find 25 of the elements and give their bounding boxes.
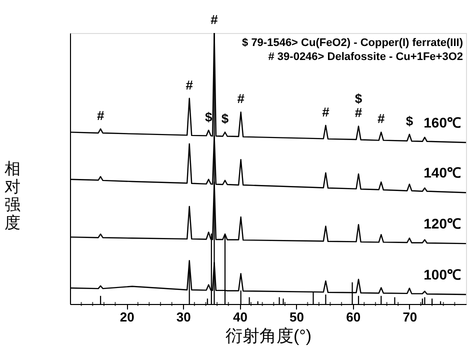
annotation: # bbox=[322, 104, 330, 120]
annotation: # bbox=[354, 105, 363, 120]
annotation: # bbox=[210, 12, 219, 27]
annotation: $ bbox=[406, 113, 414, 128]
annotation: $ bbox=[221, 111, 230, 126]
x-tick-label: 60 bbox=[346, 310, 361, 324]
x-tick-label: 70 bbox=[402, 310, 418, 324]
annotation: # bbox=[186, 77, 194, 92]
series-label: 120℃ bbox=[424, 216, 461, 232]
x-tick-label: 40 bbox=[232, 310, 248, 324]
annotation: $ bbox=[204, 109, 213, 124]
annotation: # bbox=[378, 111, 386, 126]
y-axis-title: 相对强度 bbox=[4, 160, 20, 232]
annotation: $ 79-1546> Cu(FeO2) - Copper(I) ferrate(III) bbox=[242, 37, 464, 49]
series-label: 140℃ bbox=[424, 164, 461, 181]
annotation: # bbox=[237, 91, 246, 106]
x-tick-label: 50 bbox=[290, 310, 304, 324]
x-tick-label: 20 bbox=[120, 310, 134, 324]
annotation: # 39-0246> Delafossite - Cu+1Fe+3O2 bbox=[268, 51, 463, 63]
annotation: $ bbox=[354, 91, 363, 106]
x-tick-label: 30 bbox=[176, 310, 191, 324]
annotation: # bbox=[96, 108, 105, 123]
series-label: 160℃ bbox=[424, 114, 461, 130]
x-axis-title: 衍射角度(°) bbox=[225, 326, 312, 346]
series-label: 100℃ bbox=[424, 266, 461, 283]
